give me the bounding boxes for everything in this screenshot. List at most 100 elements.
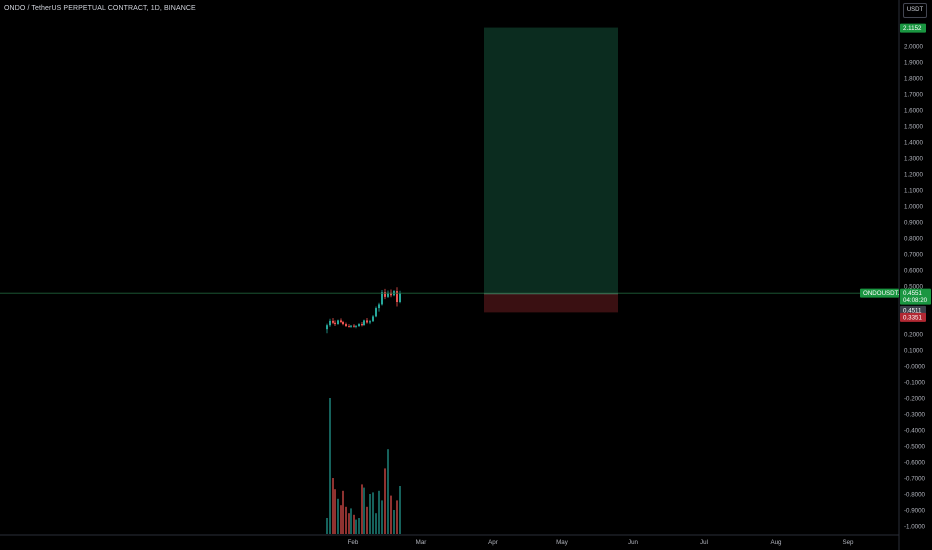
- candle: [396, 287, 398, 307]
- target-badge-text: 2.1152: [903, 25, 922, 32]
- candle-body: [361, 324, 363, 326]
- currency-button[interactable]: USDT: [903, 3, 927, 18]
- volume-bar: [366, 506, 368, 534]
- y-tick-label: 1.3000: [904, 155, 923, 162]
- stop-badge: 0.3351: [900, 312, 926, 322]
- y-tick-label: 1.6000: [904, 107, 923, 114]
- loss-zone: [484, 293, 618, 313]
- candle-body: [358, 324, 360, 326]
- candle: [350, 325, 352, 328]
- y-tick-label: 0.6000: [904, 267, 923, 274]
- stop-badge-text: 0.3351: [903, 314, 922, 321]
- y-tick-label: -0.6000: [904, 459, 926, 466]
- target-badge-bg: [900, 23, 926, 33]
- volume-bar: [345, 506, 347, 534]
- symbol-badge: ONDOUSDT.P: [860, 288, 904, 298]
- y-tick-label: 2.0000: [904, 43, 923, 50]
- volume-bar: [372, 492, 374, 534]
- y-tick-label: 0.1000: [904, 347, 923, 354]
- y-tick-label: -0.3000: [904, 411, 926, 418]
- y-tick-label: -0.9000: [904, 507, 926, 514]
- candle: [340, 318, 342, 324]
- last-price-badge-text: 0.4551: [903, 290, 922, 297]
- profit-zone: [484, 27, 618, 294]
- volume-bar: [342, 490, 344, 534]
- volume-bar: [340, 505, 342, 534]
- target-badge: 2.1152: [900, 23, 926, 33]
- candle-body: [387, 292, 389, 297]
- entry-badge: 0.4511: [900, 305, 926, 315]
- y-tick-label: 1.0000: [904, 203, 923, 210]
- candle-body: [363, 320, 365, 326]
- x-tick-label: Mar: [416, 539, 427, 546]
- y-tick-label: -0.7000: [904, 475, 926, 482]
- price-axis-ticks: 2.0000 1.9000 1.8000 1.7000 1.6000 1.5000 1.40…: [904, 43, 926, 530]
- candle: [375, 306, 377, 318]
- x-tick-label: Apr: [488, 539, 498, 546]
- candle: [345, 322, 347, 327]
- volume-bar: [399, 486, 401, 534]
- candle: [366, 318, 368, 324]
- y-tick-label: 1.9000: [904, 59, 923, 66]
- candle-body: [340, 320, 342, 322]
- candle-body: [372, 316, 374, 322]
- candle-body: [366, 320, 368, 323]
- candle: [326, 323, 328, 334]
- symbol-badge-text: ONDOUSDT.P: [863, 290, 904, 297]
- chart-title: ONDO / TetherUS PERPETUAL CONTRACT, 1D, …: [4, 5, 196, 12]
- candle: [361, 322, 363, 327]
- candle-body: [342, 322, 344, 325]
- volume-bar: [350, 508, 352, 534]
- candle: [337, 319, 339, 325]
- candle: [378, 302, 380, 312]
- y-tick-label: -0.1000: [904, 379, 926, 386]
- candle-body: [375, 308, 377, 317]
- y-tick-label: 1.7000: [904, 91, 923, 98]
- x-tick-label: Jul: [700, 539, 708, 546]
- y-tick-label: 1.5000: [904, 123, 923, 130]
- volume-bar: [363, 487, 365, 534]
- candle: [372, 315, 374, 322]
- candle-body: [399, 293, 401, 302]
- y-tick-label: 1.1000: [904, 187, 923, 194]
- candle: [369, 319, 371, 325]
- candle-body: [355, 326, 357, 327]
- y-tick-label: 0.8000: [904, 235, 923, 242]
- volume-bar: [384, 468, 386, 534]
- candle: [355, 325, 357, 329]
- candle-body: [396, 291, 398, 302]
- volume-bar: [361, 484, 363, 534]
- y-tick-label: -0.4000: [904, 427, 926, 434]
- candle-body: [332, 320, 334, 323]
- volume-bar: [348, 513, 350, 534]
- y-tick-label: -0.0000: [904, 363, 926, 370]
- volume-bar: [387, 449, 389, 534]
- candle-body: [348, 326, 350, 327]
- volume-bar: [369, 494, 371, 534]
- candle-body: [378, 304, 380, 309]
- volume-bar: [396, 500, 398, 534]
- candle-body: [381, 292, 383, 305]
- volume-bar: [355, 519, 357, 534]
- candle: [358, 323, 360, 327]
- candle: [384, 288, 386, 300]
- candle: [387, 290, 389, 298]
- last-price-badge-text: 04:08:20: [903, 297, 928, 304]
- y-tick-label: -0.8000: [904, 491, 926, 498]
- candle-body: [384, 292, 386, 297]
- volume-bar: [375, 513, 377, 534]
- x-tick-label: May: [556, 539, 569, 546]
- volume-bar: [334, 489, 336, 534]
- position-zones: [484, 27, 618, 313]
- y-tick-label: 0.5000: [904, 283, 923, 290]
- volume-bar: [378, 490, 380, 534]
- volume-bar: [358, 518, 360, 534]
- candle: [348, 324, 350, 328]
- y-tick-label: 0.2000: [904, 331, 923, 338]
- y-tick-label: -0.5000: [904, 443, 926, 450]
- stop-badge-bg: [900, 312, 926, 322]
- volume-bars: [326, 398, 401, 534]
